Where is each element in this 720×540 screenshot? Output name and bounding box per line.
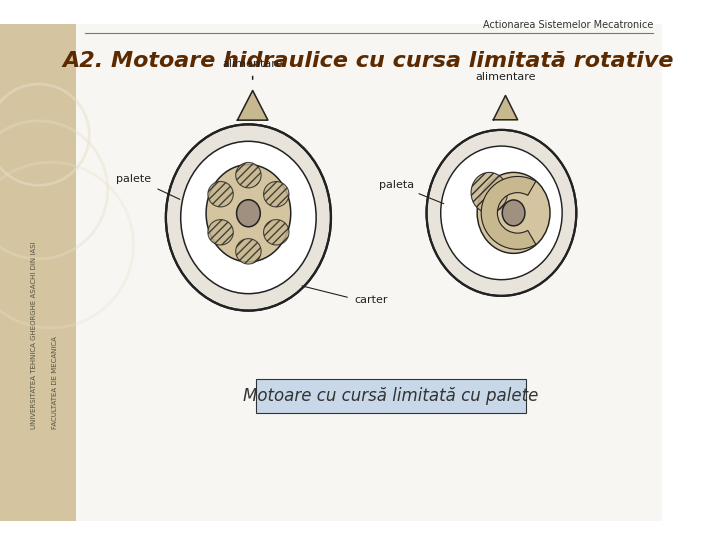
Ellipse shape — [471, 172, 508, 213]
Ellipse shape — [441, 146, 562, 280]
FancyBboxPatch shape — [256, 380, 526, 413]
Ellipse shape — [208, 220, 233, 245]
Text: alimentare: alimentare — [475, 72, 536, 82]
Ellipse shape — [235, 239, 261, 264]
Polygon shape — [493, 96, 518, 120]
Ellipse shape — [264, 220, 289, 245]
Polygon shape — [238, 91, 268, 120]
Ellipse shape — [208, 181, 233, 207]
Ellipse shape — [426, 130, 576, 296]
Ellipse shape — [206, 165, 291, 262]
Ellipse shape — [235, 163, 261, 188]
Text: Motoare cu cursă limitată cu palete: Motoare cu cursă limitată cu palete — [243, 387, 539, 405]
Ellipse shape — [264, 181, 289, 207]
Text: carter: carter — [354, 295, 388, 305]
Text: palete: palete — [116, 174, 151, 184]
Ellipse shape — [166, 124, 331, 310]
Ellipse shape — [503, 200, 525, 226]
Text: UNIVERSITATEA TEHNICA GHEORGHE ASACHI DIN IASI: UNIVERSITATEA TEHNICA GHEORGHE ASACHI DI… — [31, 241, 37, 429]
Text: FACULTATEA DE MECANICA: FACULTATEA DE MECANICA — [52, 336, 58, 429]
Wedge shape — [481, 177, 536, 249]
Text: alimentare: alimentare — [222, 59, 283, 69]
Ellipse shape — [237, 200, 260, 227]
Ellipse shape — [181, 141, 316, 294]
FancyBboxPatch shape — [0, 24, 76, 521]
FancyBboxPatch shape — [76, 24, 662, 521]
Text: A2. Motoare hidraulice cu cursa limitată rotative: A2. Motoare hidraulice cu cursa limitată… — [62, 51, 674, 71]
Ellipse shape — [477, 172, 550, 253]
Text: paleta: paleta — [379, 180, 414, 190]
Text: Actionarea Sistemelor Mecatronice: Actionarea Sistemelor Mecatronice — [483, 20, 653, 30]
